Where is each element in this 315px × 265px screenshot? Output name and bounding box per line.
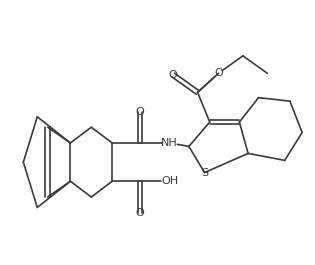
Text: OH: OH: [161, 176, 178, 186]
Text: O: O: [214, 68, 223, 78]
Text: S: S: [201, 167, 208, 178]
Text: O: O: [169, 70, 178, 80]
Text: O: O: [136, 107, 145, 117]
Text: O: O: [136, 208, 145, 218]
Text: NH: NH: [161, 138, 178, 148]
